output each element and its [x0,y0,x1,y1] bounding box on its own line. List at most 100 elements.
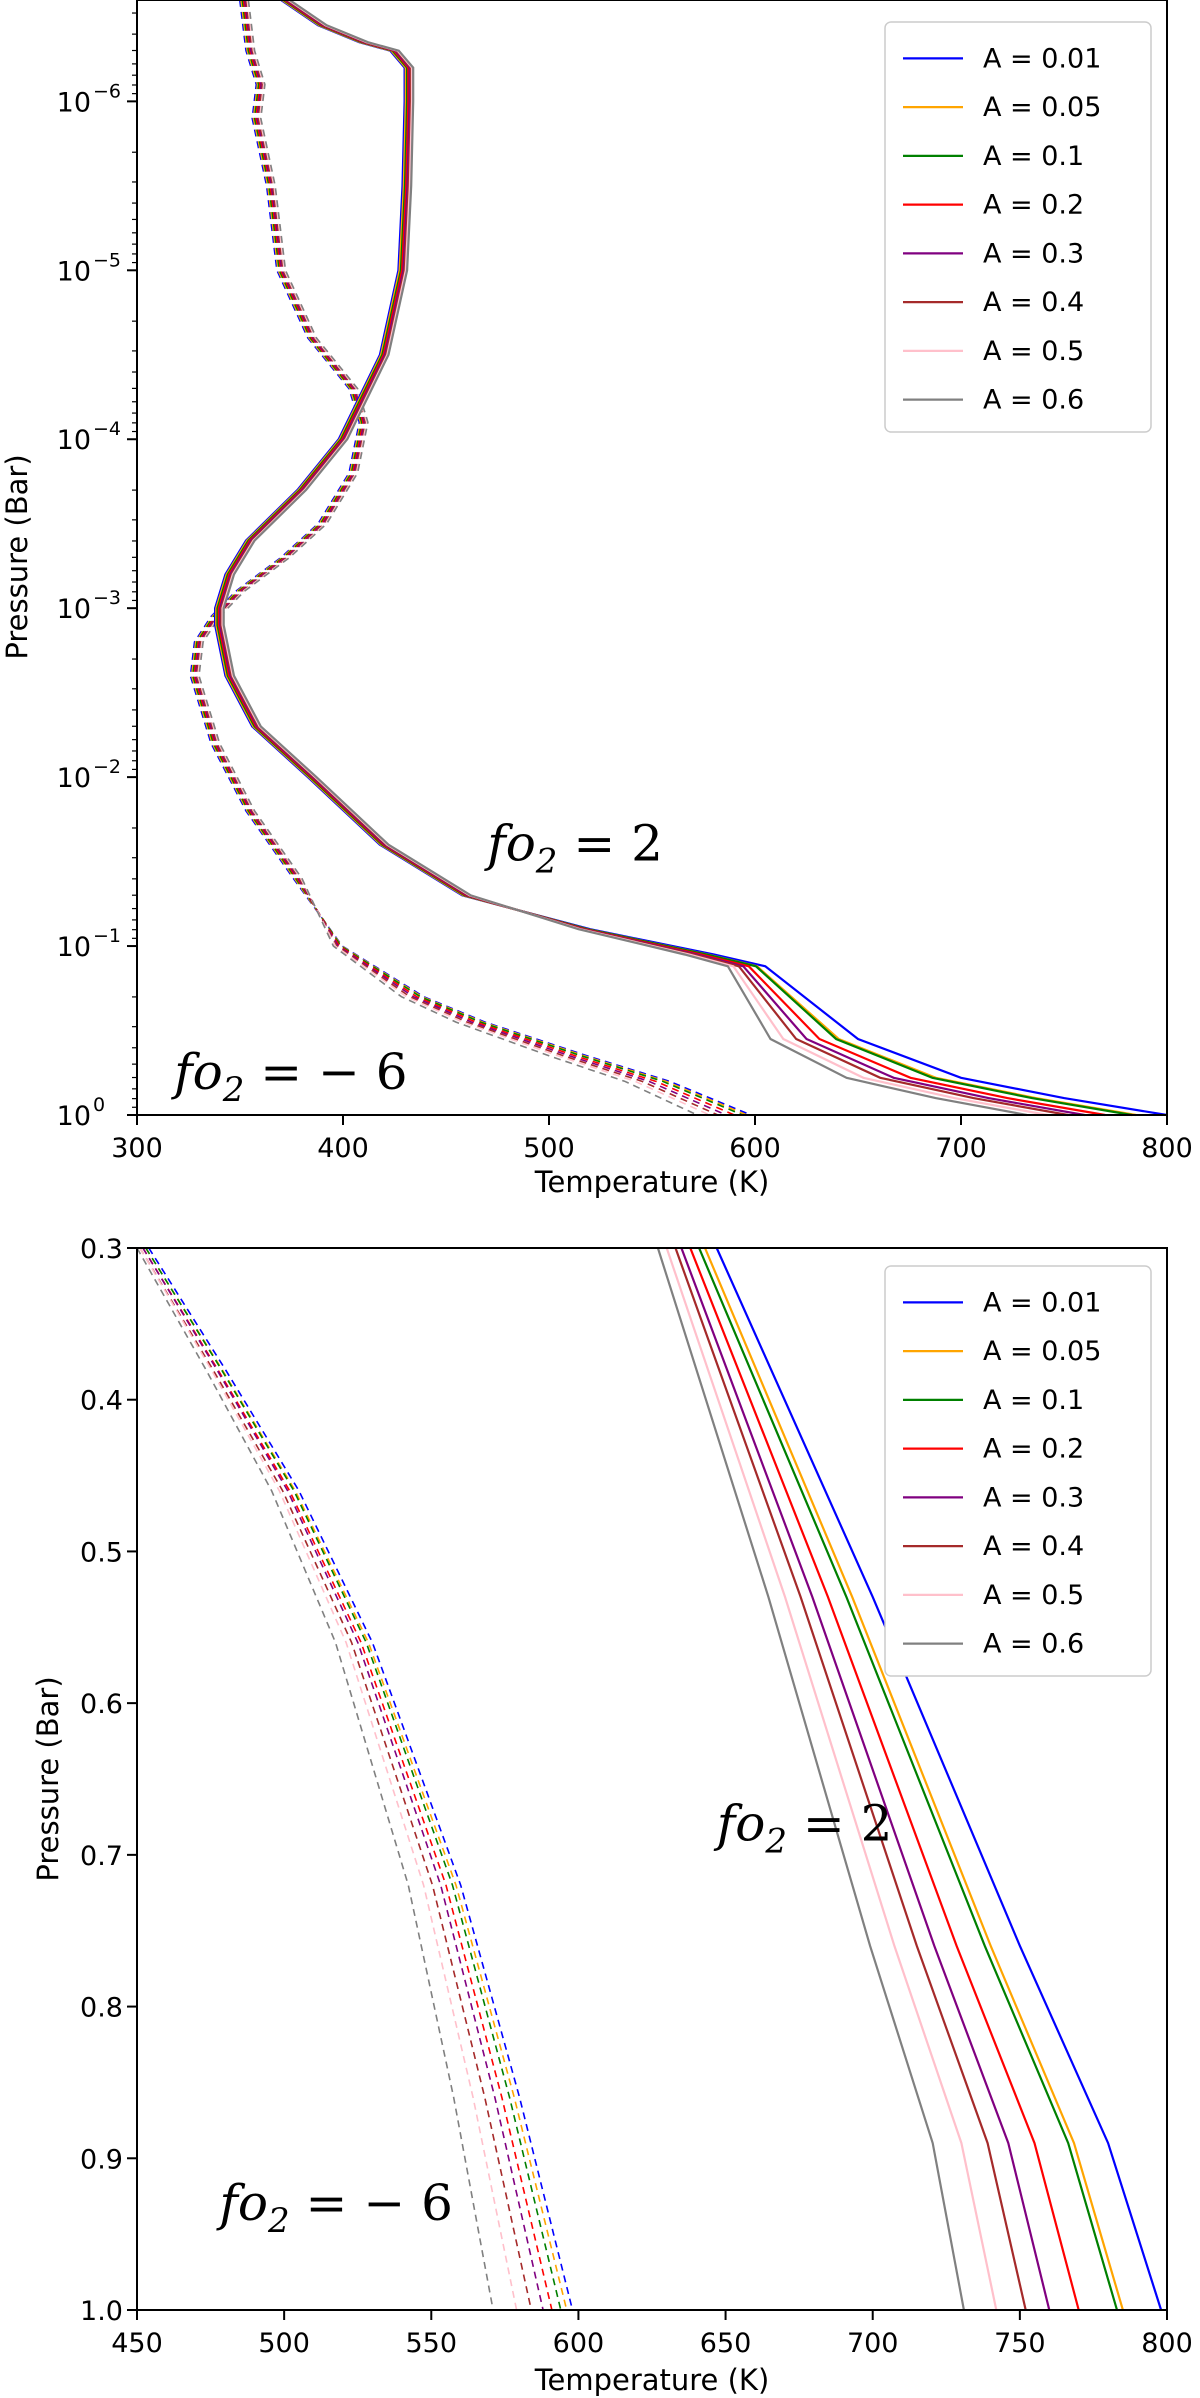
x-axis-label: Temperature (K) [534,1165,770,1199]
fo2-minus6-curves [189,0,752,1116]
fo2-plus2-line-0.3 [680,1247,1051,2311]
bottom-panel-linear-pressure: 450 500 550 600 650 700 750 800 0.3 0.4 0.5 0.6 0.7… [31,1234,1193,2397]
annotation-value: = 2 [557,815,663,873]
x-axis-label: Temperature (K) [534,2363,770,2397]
fo2-minus6-line-0.01 [148,1247,574,2311]
y-tick-exponent: −3 [93,587,121,609]
fo2-minus6-line-0.6 [136,1247,494,2311]
fo2-plus2-line-0.6 [222,0,1028,1117]
fo2-minus6-line-0.3 [194,0,727,1116]
fo2-minus6-line-0.4 [195,0,719,1116]
x-axis-ticks: 450 500 550 600 650 700 750 800 [111,2310,1193,2359]
y-tick-label: 0.4 [80,1386,123,1417]
fo2-annotation: fo2 = 2 [713,1795,893,1862]
x-tick-label: 300 [111,1133,163,1164]
legend-label: A = 0.01 [983,43,1101,74]
y-tick-label: 1.0 [80,2296,123,2327]
fo2-annotation: fo2 = 2 [483,815,663,882]
fo2-minus6-curves [136,1247,574,2311]
y-tick-label: 10 [57,87,91,118]
annotation-value: = − 6 [244,1043,407,1101]
y-tick-label: 10 [57,256,91,287]
y-tick-label: 0.9 [80,2144,123,2175]
legend-label: A = 0.3 [983,1482,1084,1513]
legend-box [884,1265,1152,1677]
fo2-minus6-line-0.4 [139,1247,533,2311]
annotation-value: = 2 [787,1795,893,1853]
legend-label: A = 0.4 [983,1531,1084,1562]
y-tick-exponent: 0 [93,1094,105,1116]
annotation-subscript: 2 [267,2201,290,2241]
y-tick-exponent: −1 [93,925,121,947]
fo2-plus2-line-0.01 [715,1247,1163,2311]
y-tick-exponent: −6 [93,80,121,102]
annotation-subscript: 2 [764,1822,787,1862]
y-tick-label: 0.3 [80,1234,123,1265]
fo2-minus6-line-0.5 [139,1247,518,2311]
legend-label: A = 0.4 [983,287,1084,318]
fo2-plus2-line-0.6 [656,1247,965,2311]
x-tick-label: 450 [111,2328,163,2359]
legend-label: A = 0.01 [983,1287,1101,1318]
legend: A = 0.01 A = 0.05 A = 0.1 A = 0.2 A = 0.3 A =… [884,1265,1152,1677]
fo2-plus2-curves [656,1247,1163,2311]
x-axis-ticks: 300 400 500 600 700 800 [111,1115,1193,1164]
fo2-minus6-line-0.3 [142,1247,544,2311]
fo2-minus6-line-0.6 [198,0,698,1116]
legend-label: A = 0.05 [983,1336,1101,1367]
fo2-plus2-line-0.5 [221,0,1048,1117]
y-tick-label: 10 [57,594,91,625]
fo2-plus2-line-0.4 [220,0,1069,1117]
fo2-plus2-line-0.05 [703,1247,1124,2311]
legend-label: A = 0.6 [983,385,1084,416]
y-tick-exponent: −5 [93,249,121,271]
y-tick-label: 10 [57,1101,91,1132]
y-axis-label: Pressure (Bar) [31,1676,65,1881]
legend-label: A = 0.05 [983,92,1101,123]
fo2-minus6-line-0.1 [145,1247,562,2311]
x-tick-label: 800 [1141,1133,1193,1164]
x-tick-label: 700 [935,1133,987,1164]
fo2-plus2-curves [214,0,1168,1117]
legend-label: A = 0.1 [983,141,1084,172]
x-tick-label: 600 [729,1133,781,1164]
y-tick-label: 0.5 [80,1537,123,1568]
fo2-minus6-line-0.2 [142,1247,553,2311]
annotation-subscript: 2 [535,842,558,882]
fo2-plus2-line-0.1 [698,1247,1119,2311]
fo2-minus6-line-0.5 [196,0,711,1116]
x-tick-label: 500 [523,1133,575,1164]
y-tick-label: 10 [57,763,91,794]
y-tick-exponent: −2 [93,756,121,778]
x-tick-label: 600 [553,2328,605,2359]
x-tick-label: 400 [317,1133,369,1164]
legend-label: A = 0.3 [983,238,1084,269]
fo2-annotation: fo2 = − 6 [215,2174,453,2241]
y-axis-label: Pressure (Bar) [0,454,34,659]
fo2-annotation: fo2 = − 6 [170,1043,408,1110]
annotation-base: fo [170,1043,223,1101]
y-tick-label: 10 [57,425,91,456]
y-tick-label: 0.8 [80,1993,123,2024]
legend-box [884,21,1152,433]
fo2-plus2-line-0.2 [217,0,1106,1117]
legend: A = 0.01 A = 0.05 A = 0.1 A = 0.2 A = 0.3 A =… [884,21,1152,433]
fo2-plus2-line-0.4 [674,1247,1027,2311]
fo2-minus6-line-0.2 [193,0,735,1116]
x-tick-label: 550 [406,2328,458,2359]
annotation-value: = − 6 [290,2174,453,2232]
y-tick-label: 0.6 [80,1689,123,1720]
legend-label: A = 0.2 [983,190,1084,221]
plot-frame [136,1247,1168,2311]
x-tick-label: 700 [847,2328,899,2359]
legend-label: A = 0.6 [983,1629,1084,1660]
y-tick-label: 10 [57,932,91,963]
y-tick-label: 0.7 [80,1841,123,1872]
annotation-base: fo [215,2174,268,2232]
x-tick-label: 800 [1141,2328,1193,2359]
y-tick-exponent: −4 [93,418,121,440]
